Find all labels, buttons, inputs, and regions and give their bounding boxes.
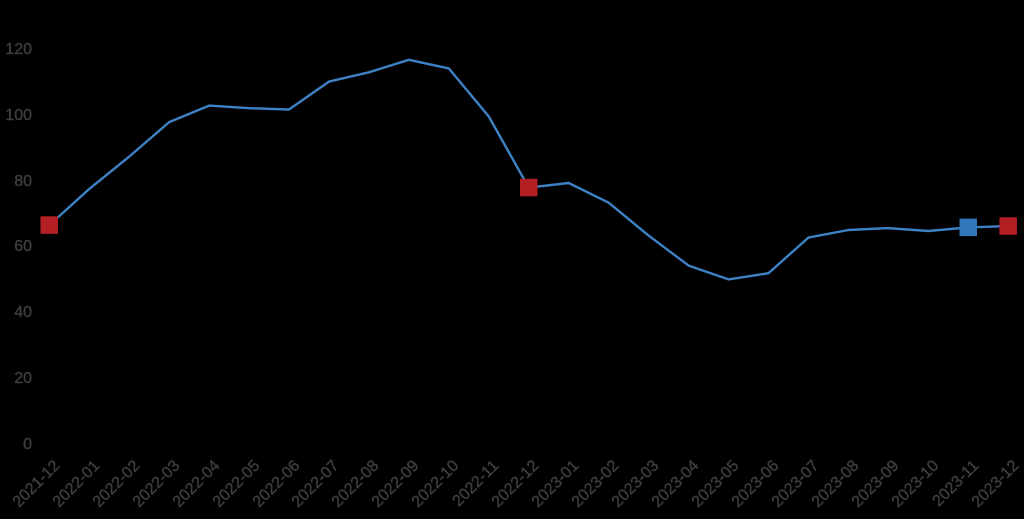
- y-tick-label-80: 80: [14, 172, 32, 190]
- marker-2023-12: [999, 217, 1017, 235]
- y-tick-label-100: 100: [5, 106, 32, 124]
- marker-2021-12: [40, 216, 58, 234]
- y-tick-label-20: 20: [14, 370, 32, 388]
- marker-2022-12: [520, 178, 538, 197]
- series-line-index: [48, 58, 1009, 281]
- y-tick-label-0: 0: [23, 436, 32, 453]
- y-tick-label-120: 120: [5, 40, 32, 58]
- marker-2023-11: [959, 218, 977, 237]
- y-tick-label-60: 60: [14, 238, 32, 256]
- y-tick-label-40: 40: [14, 304, 32, 322]
